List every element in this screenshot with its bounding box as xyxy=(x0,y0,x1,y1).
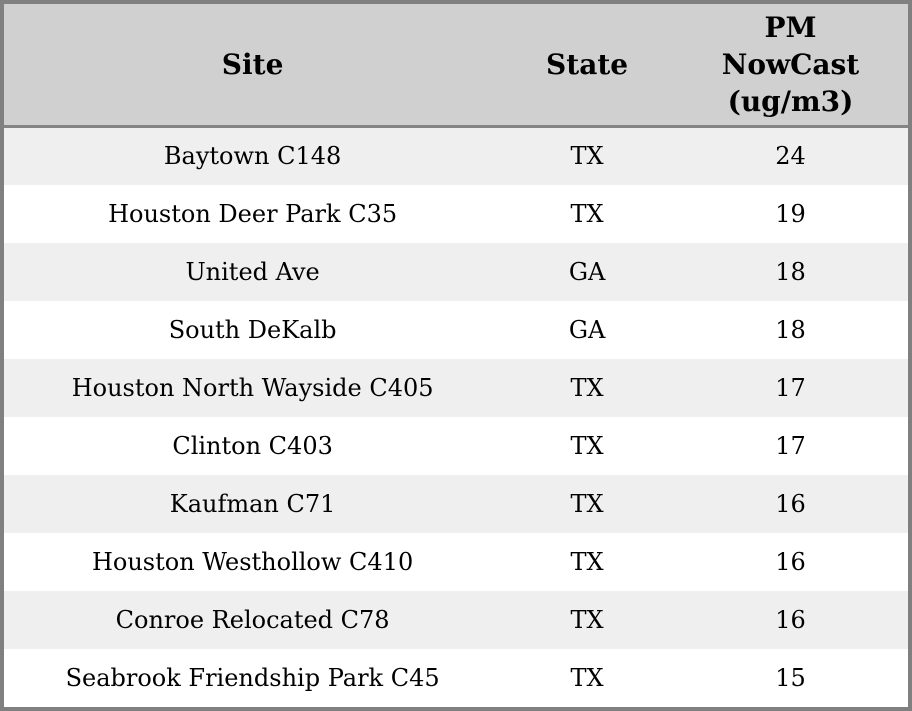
pm-nowcast-cell: 16 xyxy=(775,547,806,576)
table-body: Baytown C148 TX 24 Houston Deer Park C35… xyxy=(4,126,908,707)
column-header-site-label: Site xyxy=(221,48,284,81)
pm-nowcast-table: Site State PM NowCast (ug/m3) Baytown C1… xyxy=(4,4,908,707)
state-cell: TX xyxy=(570,199,604,228)
pm-nowcast-cell: 16 xyxy=(775,489,806,518)
column-header-state: State xyxy=(501,4,673,128)
site-cell: Houston Westhollow C410 xyxy=(91,547,414,576)
column-header-site: Site xyxy=(4,4,502,128)
table-row: Houston Deer Park C35 TX 19 xyxy=(4,184,908,243)
table-row: Houston North Wayside C405 TX 17 xyxy=(4,358,908,417)
table-row: Conroe Relocated C78 TX 16 xyxy=(4,590,908,649)
pm-nowcast-cell: 17 xyxy=(775,431,806,460)
pm-nowcast-cell: 24 xyxy=(775,142,806,171)
column-header-pm-nowcast-label: PM NowCast (ug/m3) xyxy=(721,11,860,118)
state-cell: TX xyxy=(570,431,604,460)
state-cell: TX xyxy=(570,373,604,402)
header-row: Site State PM NowCast (ug/m3) xyxy=(4,4,908,128)
site-cell: Clinton C403 xyxy=(172,431,333,460)
pm-nowcast-cell: 15 xyxy=(775,663,806,692)
table-row: Seabrook Friendship Park C45 TX 15 xyxy=(4,648,908,707)
state-cell: TX xyxy=(570,547,604,576)
site-cell: Houston Deer Park C35 xyxy=(108,199,398,228)
table-row: South DeKalb GA 18 xyxy=(4,300,908,359)
site-cell: Baytown C148 xyxy=(163,142,342,171)
state-cell: TX xyxy=(570,142,604,171)
pm-nowcast-cell: 16 xyxy=(775,605,806,634)
site-cell: Houston North Wayside C405 xyxy=(71,373,434,402)
state-cell: TX xyxy=(570,605,604,634)
site-cell: United Ave xyxy=(185,257,320,286)
site-cell: South DeKalb xyxy=(168,315,337,344)
pm-nowcast-cell: 17 xyxy=(775,373,806,402)
table-row: Clinton C403 TX 17 xyxy=(4,416,908,475)
state-cell: GA xyxy=(568,257,606,286)
site-cell: Kaufman C71 xyxy=(169,489,336,518)
site-cell: Conroe Relocated C78 xyxy=(115,605,390,634)
table-row: Kaufman C71 TX 16 xyxy=(4,474,908,533)
table-row: Baytown C148 TX 24 xyxy=(4,126,908,185)
pm-nowcast-cell: 19 xyxy=(775,199,806,228)
column-header-pm-nowcast: PM NowCast (ug/m3) xyxy=(672,4,908,128)
site-cell: Seabrook Friendship Park C45 xyxy=(65,663,440,692)
state-cell: GA xyxy=(568,315,606,344)
pm-nowcast-cell: 18 xyxy=(775,315,806,344)
pm-nowcast-cell: 18 xyxy=(775,257,806,286)
table-row: United Ave GA 18 xyxy=(4,242,908,301)
column-header-state-label: State xyxy=(546,48,629,81)
state-cell: TX xyxy=(570,489,604,518)
state-cell: TX xyxy=(570,663,604,692)
table-row: Houston Westhollow C410 TX 16 xyxy=(4,532,908,591)
